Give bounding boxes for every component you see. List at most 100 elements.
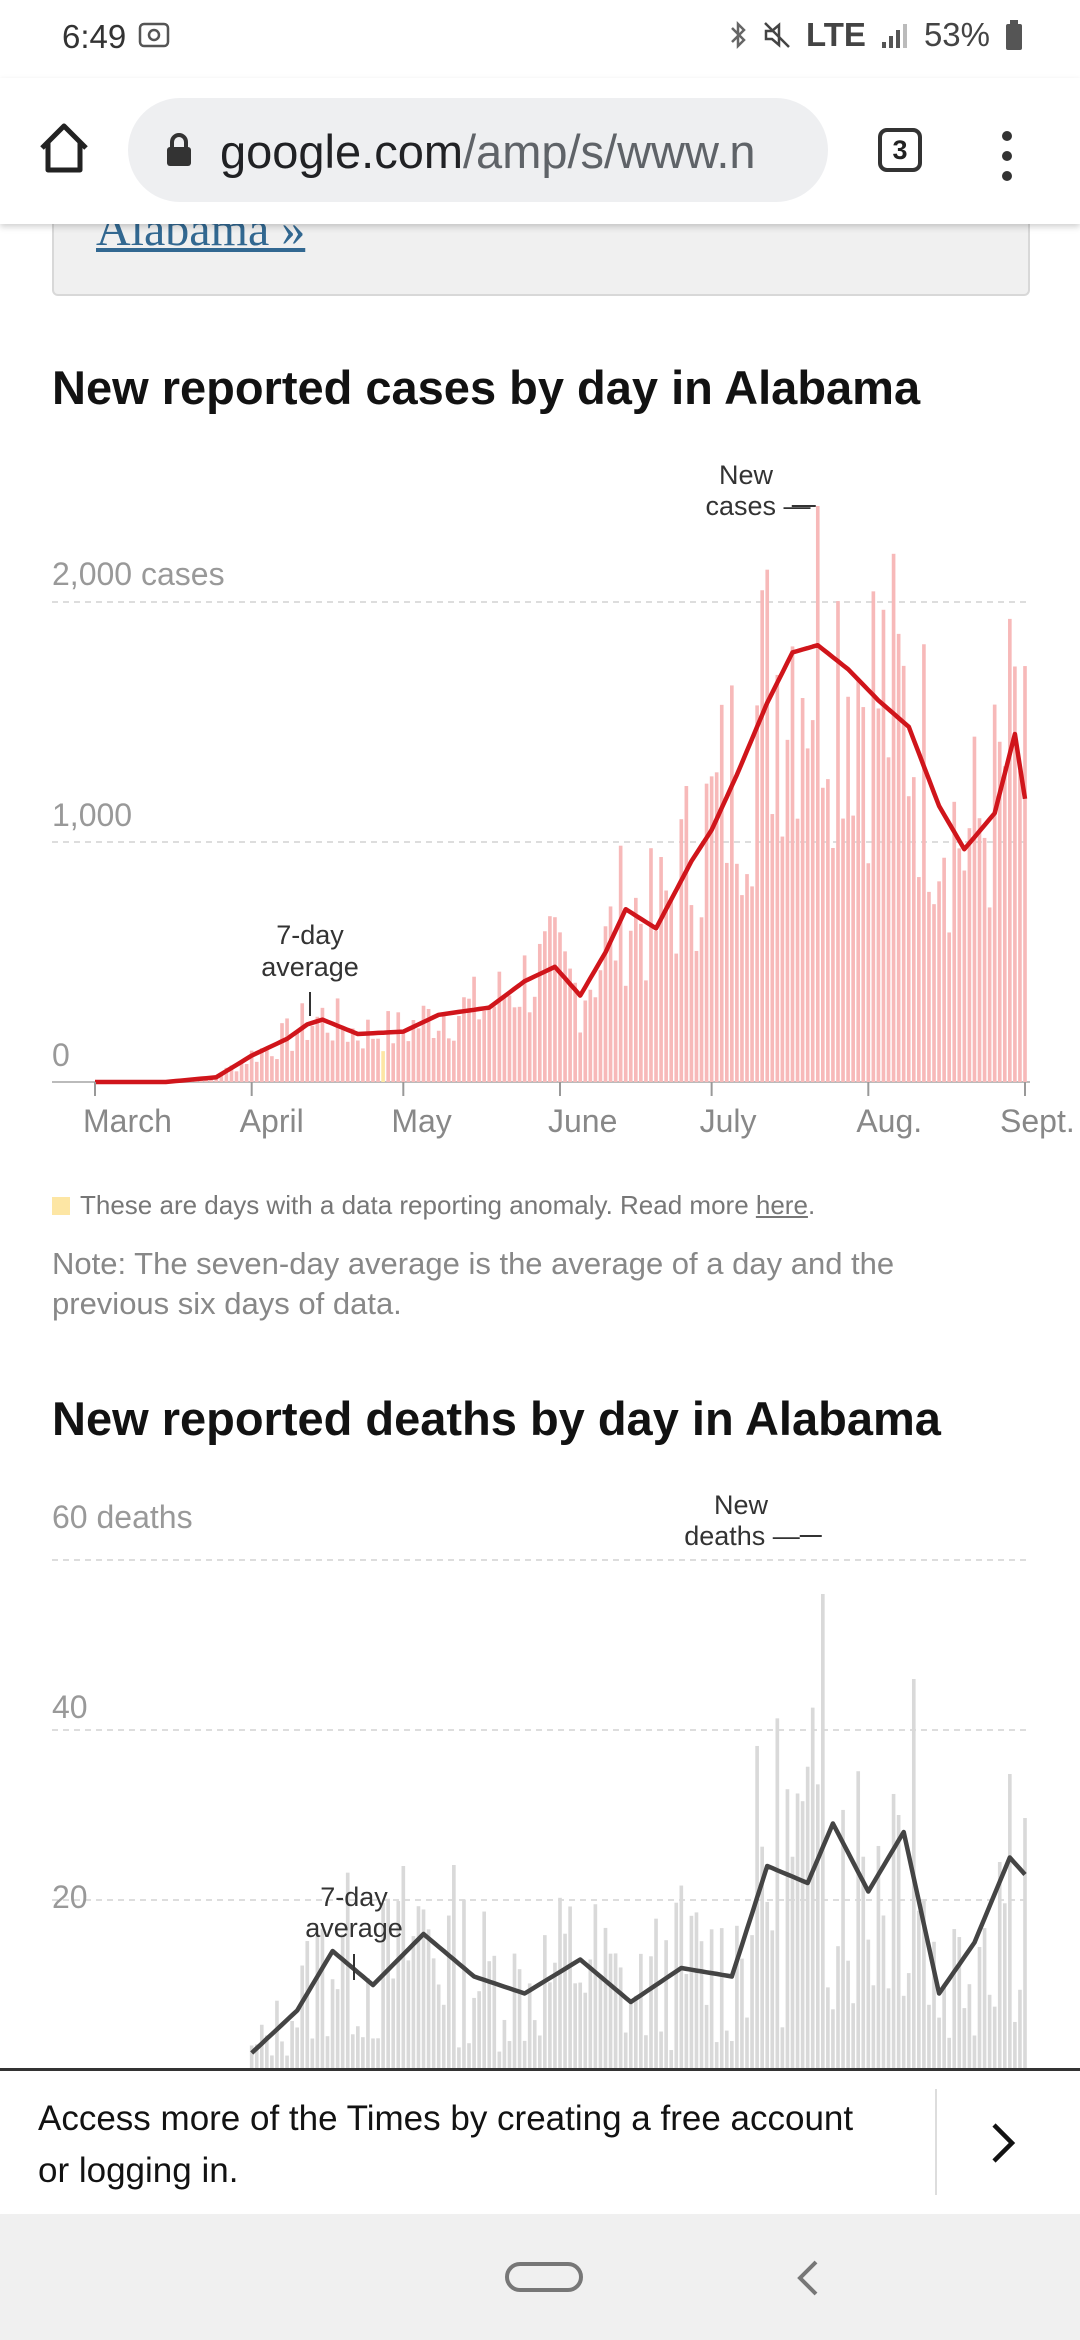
death-bar xyxy=(265,2035,269,2070)
case-bar xyxy=(214,1077,219,1082)
case-bar xyxy=(583,1000,588,1082)
death-bar xyxy=(512,1953,517,2070)
case-bar xyxy=(881,609,886,1082)
death-bar xyxy=(699,1941,704,2070)
case-bar xyxy=(917,877,921,1082)
case-bar xyxy=(866,863,871,1082)
death-bar xyxy=(381,1903,385,2070)
more-menu-icon[interactable] xyxy=(996,126,1018,186)
case-bar xyxy=(543,931,547,1082)
case-bar xyxy=(446,1038,451,1082)
bluetooth-icon xyxy=(731,20,746,50)
death-bar xyxy=(366,1978,370,2070)
case-bar xyxy=(239,1061,244,1082)
death-bar xyxy=(391,1978,396,2070)
status-bar: 6:49 LTE 53% xyxy=(0,0,1080,78)
read-more-link[interactable]: here xyxy=(755,1190,808,1220)
death-bar xyxy=(861,1856,866,2070)
death-bar xyxy=(537,2035,542,2070)
tab-switcher-button[interactable]: 3 xyxy=(878,128,922,172)
x-tick-label: June xyxy=(548,1103,617,1139)
case-bar xyxy=(674,953,679,1082)
death-bar xyxy=(639,1953,643,2070)
death-bar xyxy=(881,1915,886,2070)
case-bar xyxy=(330,1040,335,1082)
annotation-average-2: average xyxy=(261,952,359,982)
death-bar xyxy=(613,1953,618,2070)
death-bar xyxy=(628,2000,633,2070)
death-bar xyxy=(649,1956,653,2070)
death-bar xyxy=(714,2042,719,2070)
death-bar xyxy=(300,1965,305,2070)
case-bar xyxy=(588,989,593,1082)
death-bar xyxy=(967,1984,972,2070)
case-bar xyxy=(659,856,663,1082)
death-bar xyxy=(259,2024,264,2070)
case-bar xyxy=(578,1032,583,1082)
case-bar xyxy=(356,1040,360,1082)
death-bar xyxy=(917,1910,921,2070)
death-bar xyxy=(497,2051,502,2070)
death-bar xyxy=(972,2035,977,2070)
case-bar xyxy=(800,698,805,1082)
case-bar xyxy=(613,960,618,1082)
case-bar xyxy=(482,1010,487,1082)
death-bar xyxy=(795,1793,800,2070)
average-note: Note: The seven-day average is the avera… xyxy=(52,1246,895,1321)
death-bar xyxy=(962,2008,967,2070)
death-bar xyxy=(270,2055,274,2070)
case-bar xyxy=(957,848,962,1082)
access-banner[interactable]: Access more of the Times by creating a f… xyxy=(0,2068,1080,2217)
death-bar xyxy=(977,1946,982,2070)
case-bar xyxy=(709,776,714,1082)
death-bar xyxy=(527,1983,532,2070)
case-bar xyxy=(623,985,628,1082)
death-bar xyxy=(805,1766,810,2070)
death-bar xyxy=(507,2041,512,2070)
death-bar xyxy=(335,1989,340,2070)
death-bar xyxy=(1008,1773,1012,2070)
case-bar xyxy=(452,1040,456,1082)
case-bar xyxy=(911,777,916,1082)
address-bar[interactable]: google.com/amp/s/www.n xyxy=(128,98,828,202)
x-tick-label: Aug. xyxy=(856,1103,922,1139)
nav-back-icon[interactable] xyxy=(796,2258,820,2298)
case-bar xyxy=(704,783,709,1082)
cases-chart: 2,000 cases 1,000 0 March April May June Jul… xyxy=(0,440,1080,1160)
case-bar xyxy=(684,786,689,1082)
annotation-deaths-average-1: 7-day xyxy=(320,1882,388,1912)
home-icon[interactable] xyxy=(36,120,92,176)
case-bar xyxy=(967,828,972,1082)
case-bar xyxy=(790,646,795,1082)
banner-divider xyxy=(935,2089,937,2195)
death-bar xyxy=(745,2017,749,2070)
death-bar xyxy=(416,1906,421,2070)
x-tick-label: April xyxy=(240,1103,304,1139)
death-bar xyxy=(396,1901,401,2070)
case-bar xyxy=(628,930,633,1082)
death-bar xyxy=(275,2000,279,2070)
annotation-new-deaths-1: New xyxy=(714,1490,769,1520)
case-bar xyxy=(745,874,749,1082)
case-bar xyxy=(254,1061,259,1082)
case-bar xyxy=(366,1019,370,1082)
case-bar xyxy=(780,836,785,1082)
death-bar xyxy=(441,2004,446,2070)
death-bar xyxy=(350,2034,355,2070)
death-bar xyxy=(896,1814,901,2070)
nav-home-button[interactable] xyxy=(505,2262,583,2292)
death-bar xyxy=(942,1984,946,2070)
anomaly-legend: These are days with a data reporting ano… xyxy=(52,1190,815,1221)
death-bar xyxy=(982,1928,987,2070)
case-bar xyxy=(199,1079,203,1082)
case-bar xyxy=(927,891,931,1082)
case-bar xyxy=(719,704,724,1082)
chevron-right-icon[interactable] xyxy=(990,2121,1018,2165)
case-bar xyxy=(280,1023,284,1082)
death-bar xyxy=(856,1771,861,2070)
x-tick-label: May xyxy=(391,1103,451,1139)
death-bar xyxy=(578,1982,583,2070)
case-bar xyxy=(325,1032,330,1082)
death-bar xyxy=(674,1902,679,2070)
case-bar xyxy=(760,590,764,1082)
